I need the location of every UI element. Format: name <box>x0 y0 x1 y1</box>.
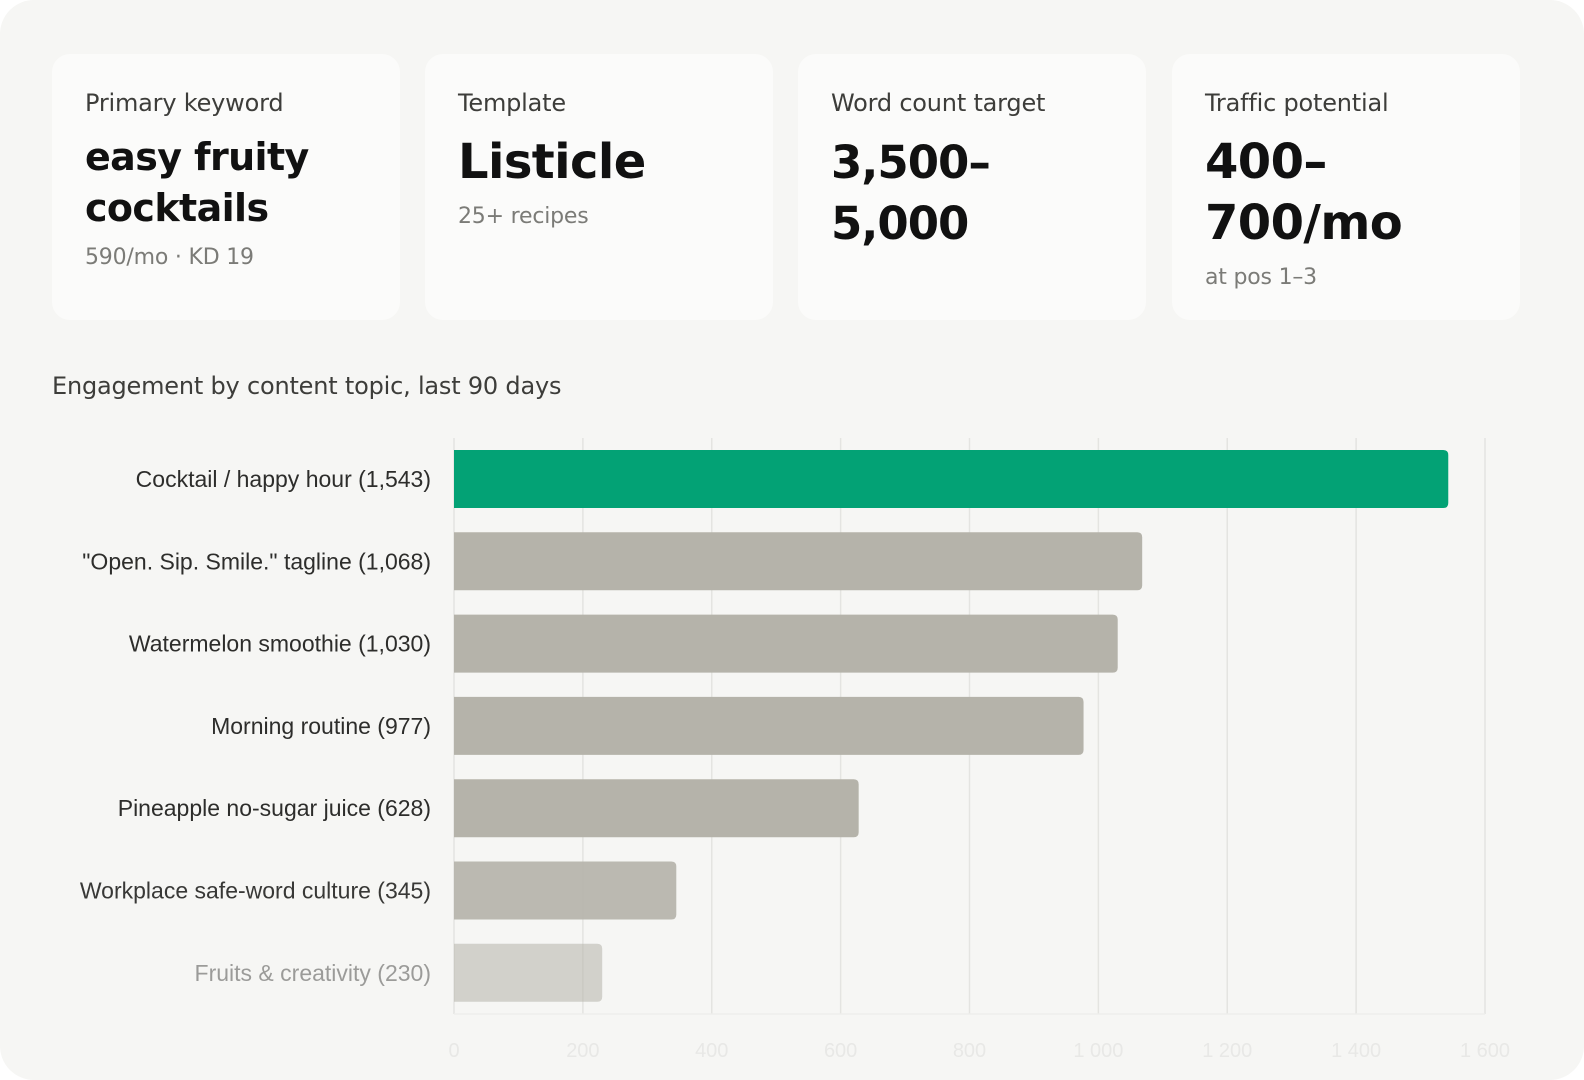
card-traffic-potential: Traffic potential 400– 700/mo at pos 1–3 <box>1172 54 1520 320</box>
card-label: Template <box>458 89 566 117</box>
bar <box>454 532 1143 591</box>
bar <box>454 450 1449 508</box>
summary-cards: Primary keyword easy fruity cocktails 59… <box>52 54 1520 320</box>
tick-label: 1 400 <box>1331 1040 1381 1062</box>
tick-label: 1 000 <box>1073 1040 1123 1062</box>
card-value: easy fruity cocktails <box>85 132 368 234</box>
card-value-line: Listicle <box>458 134 646 190</box>
chart-title: Engagement by content topic, last 90 day… <box>52 372 562 400</box>
card-label: Traffic potential <box>1205 89 1389 117</box>
bar <box>454 861 677 920</box>
bars <box>454 450 1449 1002</box>
card-value-line: 3,500–5,000 <box>831 136 991 250</box>
x-axis-ticks: 0 200 400 600 800 1 000 1 200 1 400 1 600 <box>448 1040 1510 1062</box>
tick-label: 1 600 <box>1460 1040 1510 1062</box>
bar-label: Fruits & creativity (230) <box>195 960 431 986</box>
card-sub: 590/mo · KD 19 <box>85 245 254 270</box>
card-sub: at pos 1–3 <box>1205 265 1317 290</box>
bar-label: "Open. Sip. Smile." tagline (1,068) <box>82 548 431 574</box>
bar <box>454 614 1118 673</box>
card-word-count: Word count target 3,500–5,000 <box>798 54 1146 320</box>
card-value-line: easy fruity <box>85 135 309 179</box>
tick-label: 400 <box>695 1040 728 1062</box>
bar-label: Workplace safe-word culture (345) <box>80 878 431 904</box>
tick-label: 600 <box>824 1040 857 1062</box>
card-value-line: cocktails <box>85 186 269 230</box>
card-value-line: 400– <box>1205 134 1327 190</box>
bar <box>454 696 1084 755</box>
bar-label: Pineapple no-sugar juice (628) <box>118 795 431 821</box>
bar <box>454 943 603 1002</box>
bar <box>454 779 859 838</box>
card-value: Listicle <box>458 132 741 193</box>
card-template: Template Listicle 25+ recipes <box>425 54 773 320</box>
tick-label: 0 <box>448 1040 459 1062</box>
card-value: 400– 700/mo <box>1205 132 1488 254</box>
card-primary-keyword: Primary keyword easy fruity cocktails 59… <box>52 54 400 320</box>
card-value: 3,500–5,000 <box>831 132 1114 254</box>
card-label: Word count target <box>831 89 1046 117</box>
bar-label: Morning routine (977) <box>211 713 431 739</box>
card-sub: 25+ recipes <box>458 204 589 229</box>
card-label: Primary keyword <box>85 89 284 117</box>
bar-label: Watermelon smoothie (1,030) <box>129 631 431 657</box>
bar-label: Cocktail / happy hour (1,543) <box>136 466 431 492</box>
tick-label: 800 <box>953 1040 986 1062</box>
card-value-line: 700/mo <box>1205 195 1403 251</box>
tick-label: 1 200 <box>1202 1040 1252 1062</box>
category-labels: Cocktail / happy hour (1,543) "Open. Sip.… <box>80 466 431 986</box>
tick-label: 200 <box>566 1040 599 1062</box>
